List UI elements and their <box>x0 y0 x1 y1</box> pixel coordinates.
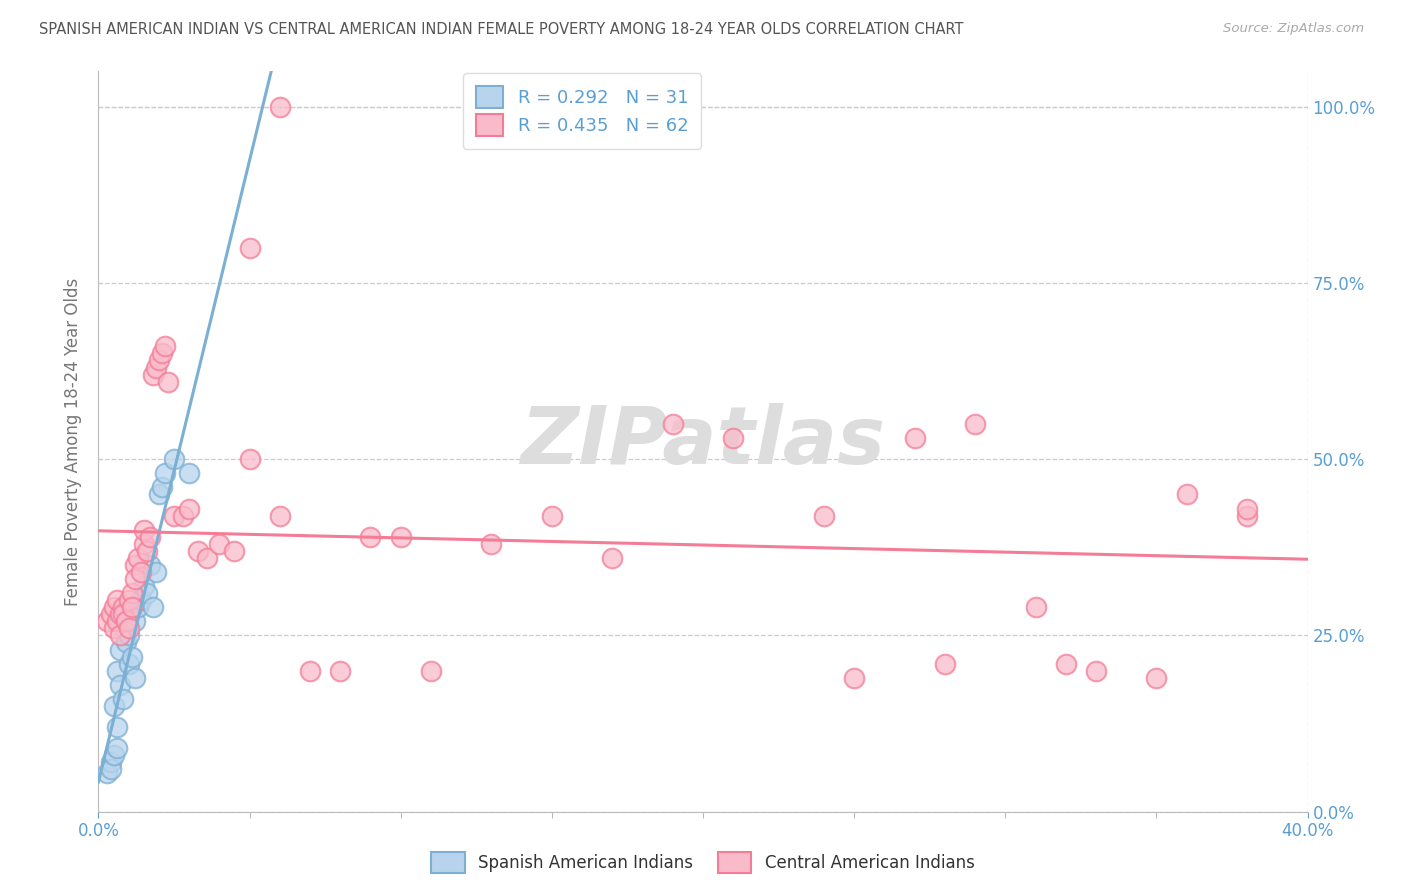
Point <box>132 537 155 551</box>
Point <box>111 692 134 706</box>
Point <box>813 508 835 523</box>
Point <box>153 339 176 353</box>
Point <box>135 544 157 558</box>
Point <box>1144 671 1167 685</box>
Point <box>163 508 186 523</box>
Point <box>111 621 134 635</box>
Legend: R = 0.292   N = 31, R = 0.435   N = 62: R = 0.292 N = 31, R = 0.435 N = 62 <box>464 73 700 149</box>
Point <box>163 452 186 467</box>
Point <box>142 368 165 382</box>
Point <box>844 671 866 685</box>
Point <box>389 530 412 544</box>
Point <box>96 766 118 780</box>
Point <box>145 360 167 375</box>
Point <box>129 593 152 607</box>
Point <box>153 467 176 481</box>
Point <box>114 615 136 629</box>
Text: SPANISH AMERICAN INDIAN VS CENTRAL AMERICAN INDIAN FEMALE POVERTY AMONG 18-24 YE: SPANISH AMERICAN INDIAN VS CENTRAL AMERI… <box>39 22 965 37</box>
Point <box>1175 487 1198 501</box>
Point <box>100 607 122 622</box>
Point <box>148 487 170 501</box>
Text: Source: ZipAtlas.com: Source: ZipAtlas.com <box>1223 22 1364 36</box>
Point <box>420 664 443 678</box>
Point <box>145 565 167 579</box>
Point <box>100 756 122 770</box>
Point <box>121 600 143 615</box>
Point <box>723 431 745 445</box>
Point <box>965 417 987 431</box>
Point <box>111 600 134 615</box>
Point <box>124 615 146 629</box>
Point <box>105 615 128 629</box>
Point <box>103 600 125 615</box>
Point <box>187 544 209 558</box>
Point <box>124 671 146 685</box>
Point <box>299 664 322 678</box>
Point <box>103 698 125 713</box>
Point <box>105 593 128 607</box>
Point <box>1024 600 1046 615</box>
Point <box>118 657 141 671</box>
Point <box>239 241 262 255</box>
Point <box>540 508 562 523</box>
Point <box>179 467 201 481</box>
Point <box>118 607 141 622</box>
Point <box>481 537 503 551</box>
Point <box>1236 501 1258 516</box>
Point <box>179 501 201 516</box>
Point <box>150 346 173 360</box>
Point <box>224 544 246 558</box>
Point <box>139 558 162 572</box>
Point <box>208 537 231 551</box>
Point <box>135 586 157 600</box>
Point <box>121 649 143 664</box>
Point <box>111 607 134 622</box>
Point <box>1085 664 1108 678</box>
Point <box>1236 508 1258 523</box>
Point <box>108 678 131 692</box>
Point <box>121 586 143 600</box>
Point <box>118 593 141 607</box>
Point <box>105 664 128 678</box>
Point <box>150 480 173 494</box>
Point <box>148 353 170 368</box>
Point <box>114 635 136 649</box>
Point <box>132 579 155 593</box>
Point <box>124 558 146 572</box>
Point <box>934 657 956 671</box>
Point <box>103 621 125 635</box>
Point <box>360 530 382 544</box>
Point <box>661 417 683 431</box>
Point <box>139 530 162 544</box>
Point <box>156 375 179 389</box>
Point <box>127 550 149 565</box>
Point <box>132 523 155 537</box>
Y-axis label: Female Poverty Among 18-24 Year Olds: Female Poverty Among 18-24 Year Olds <box>65 277 83 606</box>
Point <box>127 600 149 615</box>
Point <box>329 664 352 678</box>
Point <box>129 565 152 579</box>
Point <box>103 748 125 763</box>
Point <box>602 550 624 565</box>
Point <box>118 621 141 635</box>
Point <box>904 431 927 445</box>
Text: ZIPatlas: ZIPatlas <box>520 402 886 481</box>
Point <box>108 642 131 657</box>
Point <box>269 100 291 114</box>
Point <box>269 508 291 523</box>
Point <box>195 550 218 565</box>
Point <box>108 628 131 642</box>
Point <box>172 508 194 523</box>
Point <box>239 452 262 467</box>
Point <box>105 720 128 734</box>
Legend: Spanish American Indians, Central American Indians: Spanish American Indians, Central Americ… <box>425 846 981 880</box>
Point <box>100 763 122 777</box>
Point <box>105 741 128 756</box>
Point <box>142 600 165 615</box>
Point <box>1054 657 1077 671</box>
Point <box>96 615 118 629</box>
Point <box>118 628 141 642</box>
Point <box>108 607 131 622</box>
Point <box>124 572 146 586</box>
